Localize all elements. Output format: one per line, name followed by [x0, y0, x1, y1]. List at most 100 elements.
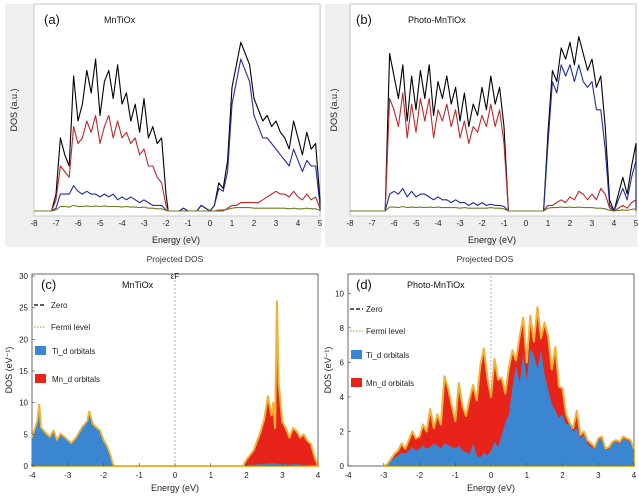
x-tick-label: -3: [140, 219, 148, 228]
panel-b-xlabel: Energy (eV): [468, 235, 516, 245]
legend-zero-label: Zero: [51, 301, 68, 310]
y-tick-label: 15: [19, 367, 28, 376]
x-tick-label: -3: [380, 471, 388, 480]
panel-c-legend: Zero Fermi level Ti_d orbitals Mn_d orbi…: [34, 301, 100, 384]
legend-ti-swatch: [351, 350, 362, 359]
x-tick-label: 4: [632, 471, 637, 480]
x-tick-label: -4: [344, 471, 352, 480]
x-tick-label: -1: [452, 471, 460, 480]
x-tick-label: 2: [568, 219, 573, 228]
x-tick-label: 0: [489, 471, 494, 480]
panel-b-title: Photo-MnTiOx: [408, 15, 466, 25]
y-tick-label: 10: [19, 399, 28, 408]
legend-mn-label: Mn_d orbitals: [52, 375, 100, 384]
panel-a-title: MnTiOx: [104, 15, 136, 25]
x-tick-label: -5: [96, 219, 104, 228]
dos-series-3: [34, 204, 321, 212]
x-tick-label: -1: [184, 219, 192, 228]
panel-c-label: (c): [41, 277, 56, 292]
x-tick-label: -2: [478, 219, 486, 228]
y-tick-label: 20: [19, 335, 28, 344]
panel-c-top-title: Projected DOS: [147, 254, 204, 264]
x-tick-label: 4: [296, 219, 301, 228]
panel-a-ylabel: DOS (a.u.): [9, 88, 19, 131]
y-tick-label: 0: [340, 462, 345, 471]
x-tick-label: -7: [52, 219, 60, 228]
x-tick-label: -1: [136, 471, 144, 480]
panel-b-ylabel: DOS (a.u.): [329, 88, 339, 131]
ti-d-area: [383, 348, 634, 466]
y-tick-label: 8: [340, 324, 345, 333]
x-tick-label: 3: [590, 219, 595, 228]
dos-series-2: [34, 58, 321, 212]
x-tick-label: -7: [368, 219, 376, 228]
ti-d-area: [32, 405, 318, 466]
x-tick-label: -4: [118, 219, 126, 228]
panel-d-ylabel: DOS (eV⁻¹): [323, 347, 333, 394]
total-outline: [383, 306, 635, 467]
y-tick-label: 30: [19, 272, 28, 281]
x-tick-label: 1: [209, 471, 214, 480]
x-tick-label: -2: [416, 471, 424, 480]
panel-a-label: (a): [44, 12, 60, 27]
y-tick-label: 0: [24, 462, 29, 471]
dos-series-3: [350, 205, 637, 212]
y-tick-label: 5: [24, 430, 29, 439]
x-tick-label: 1: [546, 219, 551, 228]
dos-series-2: [350, 64, 637, 212]
legend-mn-label: Mn_d orbitals: [366, 379, 414, 388]
x-tick-label: -8: [30, 219, 38, 228]
y-tick-label: 10: [335, 289, 344, 298]
x-tick-label: 3: [280, 471, 285, 480]
x-tick-label: -2: [162, 219, 170, 228]
x-tick-label: 0: [524, 219, 529, 228]
x-tick-label: 3: [596, 471, 601, 480]
x-tick-label: -6: [74, 219, 82, 228]
panel-d-xlabel: Energy (eV): [467, 483, 515, 493]
panel-d-legend: Zero Fermi level Ti_d orbitals Mn_d orbi…: [350, 305, 414, 388]
legend-ti-label: Ti_d orbitals: [366, 351, 409, 360]
panel-c-xlabel: Energy (eV): [151, 483, 199, 493]
x-tick-label: 1: [230, 219, 235, 228]
fermi-marker-label: εF: [171, 272, 180, 281]
x-tick-label: 4: [316, 471, 321, 480]
x-tick-label: -5: [412, 219, 420, 228]
legend-mn-swatch: [351, 378, 362, 387]
panel-c-title: MnTiOx: [122, 280, 154, 290]
legend-mn-swatch: [35, 374, 46, 383]
x-tick-label: -6: [390, 219, 398, 228]
x-tick-label: 5: [318, 219, 323, 228]
legend-ti-label: Ti_d orbitals: [52, 347, 95, 356]
legend-fermi-label: Fermi level: [51, 323, 90, 332]
x-tick-label: -4: [434, 219, 442, 228]
x-tick-label: 0: [173, 471, 178, 480]
legend-zero-label: Zero: [366, 305, 383, 314]
panel-d-label: (d): [356, 277, 372, 292]
x-tick-label: -3: [456, 219, 464, 228]
panel-a-xlabel: Energy (eV): [152, 235, 200, 245]
panel-a-chart: (a) MnTiOx Energy (eV) DOS (a.u.) -8 -7 -6…: [5, 3, 323, 247]
y-tick-label: 6: [340, 358, 345, 367]
x-tick-label: -2: [100, 471, 108, 480]
panel-d-top-title: Projected DOS: [457, 254, 514, 264]
x-tick-label: 2: [252, 219, 257, 228]
legend-ti-swatch: [35, 346, 46, 355]
y-tick-label: 4: [340, 393, 345, 402]
panel-b-chart: (b) Photo-MnTiOx Energy (eV) DOS (a.u.) …: [325, 3, 639, 247]
dos-series-1: [350, 92, 637, 212]
panel-d-chart: Projected DOS (d) Photo-MnTiOx Zero Ferm…: [323, 254, 637, 493]
x-tick-label: 1: [525, 471, 530, 480]
x-tick-label: -3: [64, 471, 72, 480]
x-tick-label: 2: [244, 471, 249, 480]
x-tick-label: -1: [500, 219, 508, 228]
x-tick-label: 0: [208, 219, 213, 228]
panel-c-ylabel: DOS (eV⁻¹): [4, 347, 14, 394]
panel-d-title: Photo-MnTiOx: [407, 280, 465, 290]
dos-series-0: [350, 36, 637, 212]
x-tick-label: -4: [28, 471, 36, 480]
x-tick-label: 3: [274, 219, 279, 228]
x-tick-label: 4: [612, 219, 617, 228]
total-outline: [31, 300, 319, 467]
x-tick-label: 2: [560, 471, 565, 480]
